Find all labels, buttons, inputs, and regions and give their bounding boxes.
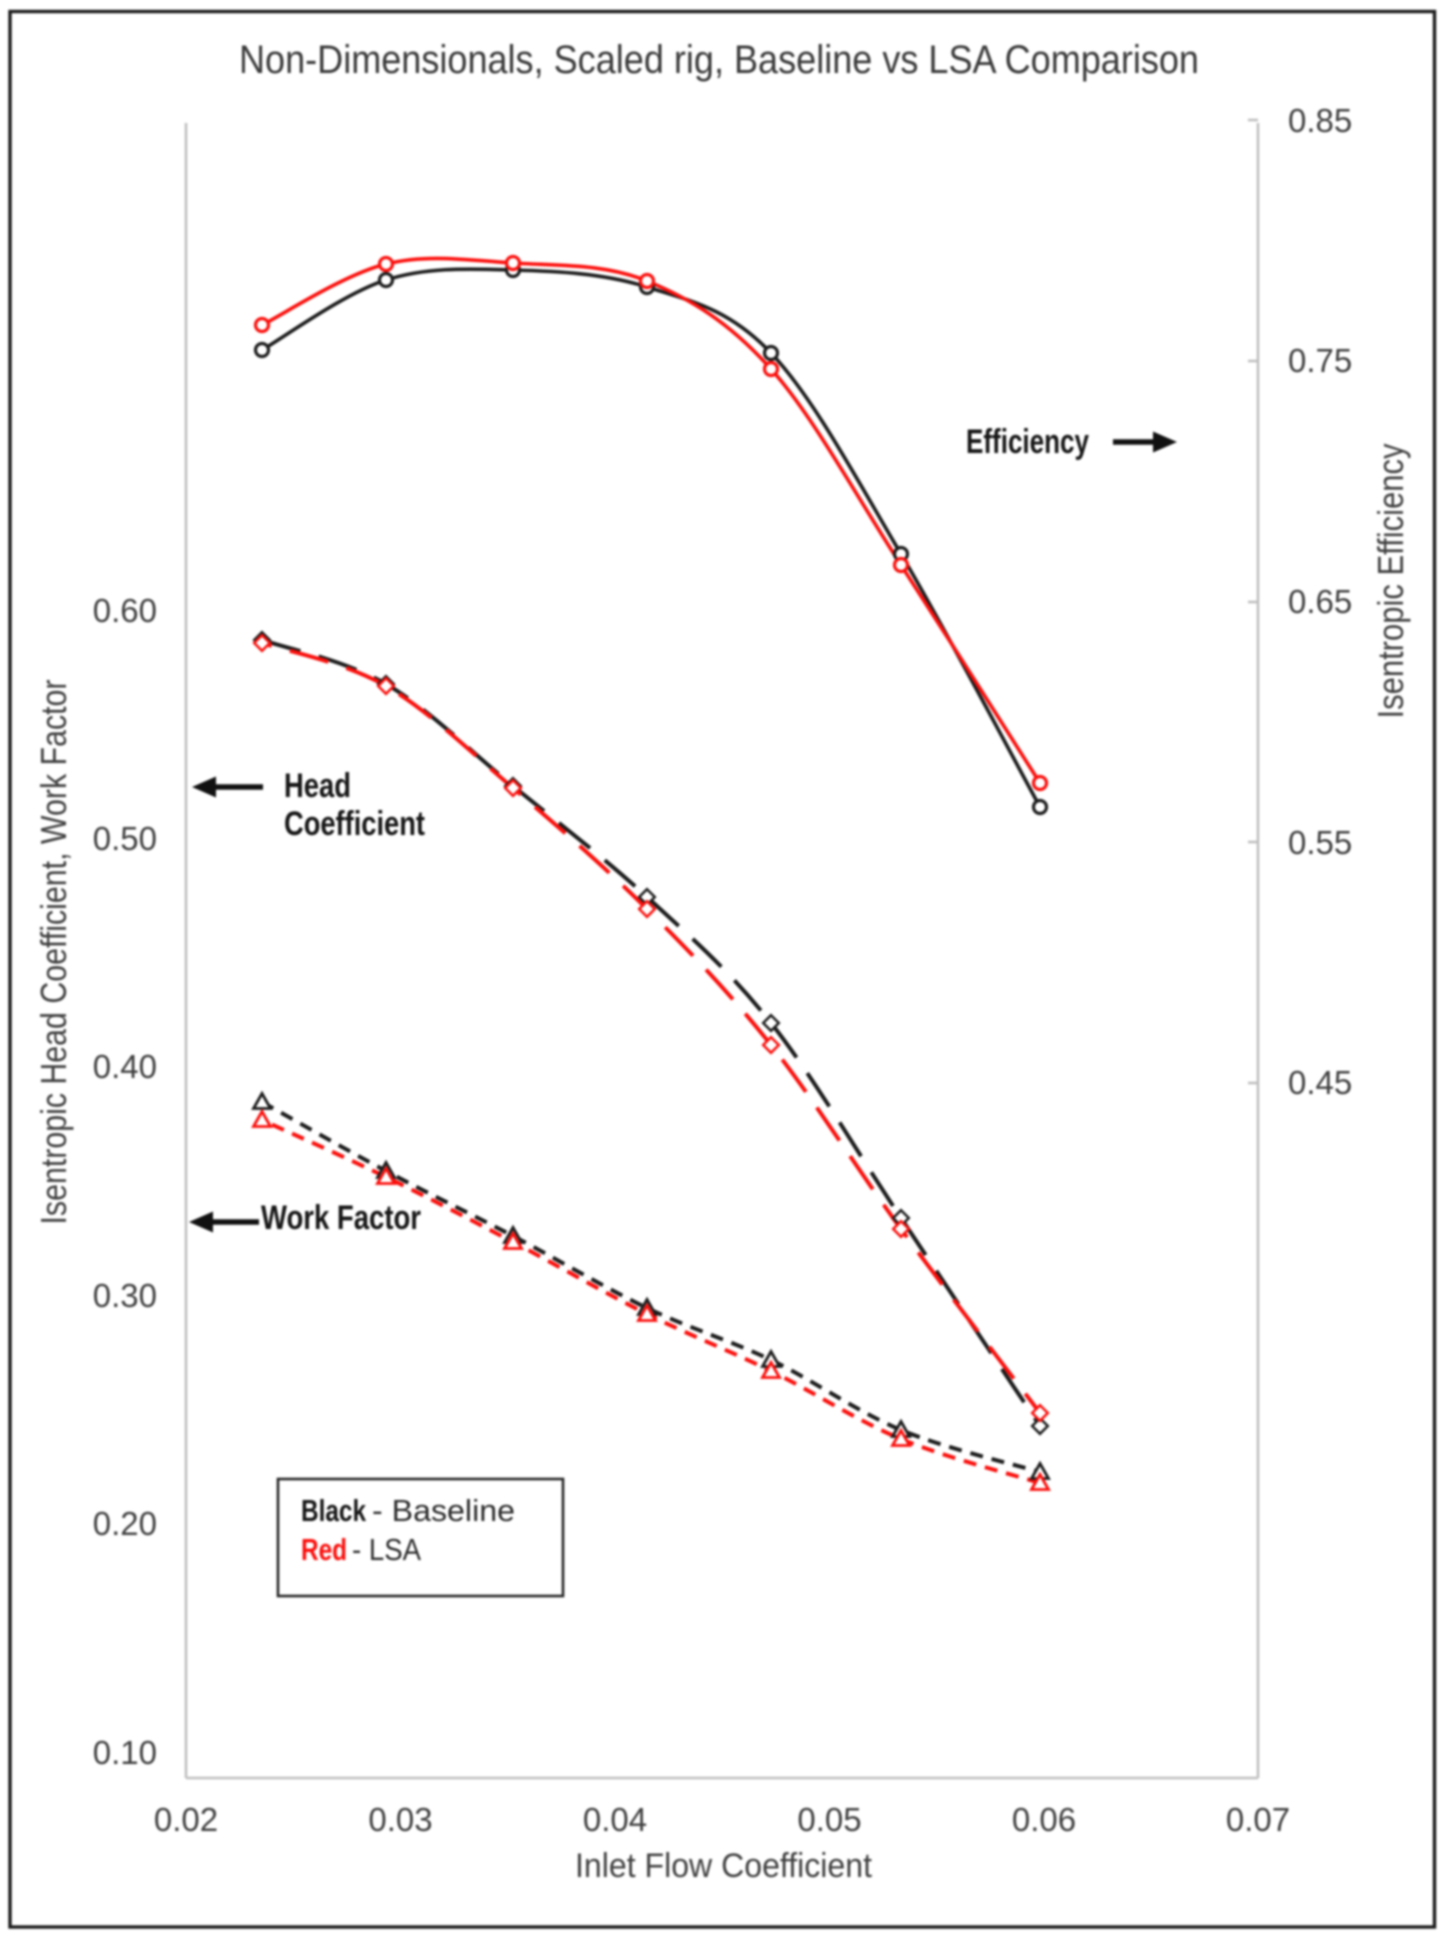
svg-text:0.07: 0.07 xyxy=(1226,1801,1290,1838)
svg-text:Isentropic Efficiency: Isentropic Efficiency xyxy=(1370,444,1411,719)
svg-text:0.55: 0.55 xyxy=(1288,824,1352,861)
svg-text:0.04: 0.04 xyxy=(583,1801,647,1838)
svg-text:Non-Dimensionals, Scaled rig,: Non-Dimensionals, Scaled rig, Baseline v… xyxy=(239,38,1199,82)
svg-text:0.40: 0.40 xyxy=(93,1048,157,1085)
svg-text:0.45: 0.45 xyxy=(1288,1064,1352,1101)
svg-text:0.50: 0.50 xyxy=(93,820,157,857)
svg-text:Red: Red xyxy=(301,1532,347,1567)
svg-text:0.75: 0.75 xyxy=(1288,342,1352,379)
svg-text:- LSA: - LSA xyxy=(352,1532,421,1567)
svg-text:0.65: 0.65 xyxy=(1288,583,1352,620)
svg-text:0.03: 0.03 xyxy=(368,1801,432,1838)
svg-text:0.60: 0.60 xyxy=(93,592,157,629)
svg-text:Coefficient: Coefficient xyxy=(284,805,425,843)
svg-text:Inlet Flow Coefficient: Inlet Flow Coefficient xyxy=(575,1847,873,1885)
svg-text:0.20: 0.20 xyxy=(93,1505,157,1542)
svg-text:0.05: 0.05 xyxy=(797,1801,861,1838)
svg-text:Head: Head xyxy=(284,767,351,805)
svg-text:0.30: 0.30 xyxy=(93,1277,157,1314)
svg-text:0.02: 0.02 xyxy=(154,1801,218,1838)
svg-text:0.06: 0.06 xyxy=(1012,1801,1076,1838)
svg-text:0.10: 0.10 xyxy=(93,1734,157,1771)
svg-text:Work Factor: Work Factor xyxy=(261,1199,421,1237)
svg-text:Isentropic Head Coefficient, W: Isentropic Head Coefficient, Work Factor xyxy=(33,679,74,1224)
svg-text:Efficiency: Efficiency xyxy=(966,423,1089,461)
svg-text:Black: Black xyxy=(301,1493,367,1528)
svg-text:- Baseline: - Baseline xyxy=(372,1493,515,1528)
svg-text:0.85: 0.85 xyxy=(1288,102,1352,139)
